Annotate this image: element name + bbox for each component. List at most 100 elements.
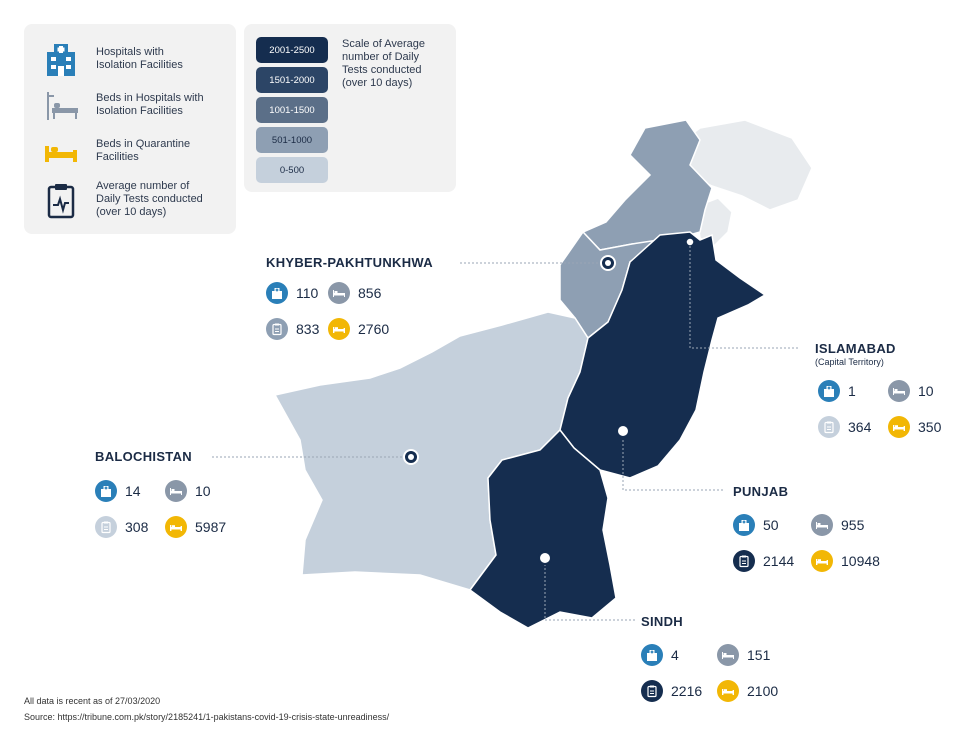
- scale-chip: 1001-1500: [256, 97, 328, 123]
- label-punjab: PUNJAB: [733, 484, 788, 499]
- kp-quarantine-beds-stat: 2760: [328, 318, 389, 340]
- label-islamabad: ISLAMABAD (Capital Territory): [815, 341, 896, 367]
- scale-legend: 2001-2500 1501-2000 1001-1500 501-1000 0…: [244, 24, 456, 192]
- region-name: PUNJAB: [733, 484, 789, 499]
- clipboard-icon: [47, 183, 75, 218]
- kp-hospital-beds-stat: 856: [328, 282, 381, 304]
- stat-value: 1: [848, 383, 856, 399]
- legend-text: Average number of Daily Tests conducted …: [96, 180, 203, 218]
- punjab-leader-line: [622, 436, 725, 491]
- scale-title: Scale of Average number of Daily Tests c…: [342, 38, 425, 89]
- footnote: All data is recent as of 27/03/2020: [24, 696, 161, 706]
- balochistan-quarantine-beds-stat: 5987: [165, 516, 226, 538]
- islamabad-daily-tests-stat: 364: [818, 416, 871, 438]
- stat-value: 10: [195, 483, 211, 499]
- region-name: KHYBER-PAKHTUNKHWA: [266, 255, 433, 270]
- hospital-icon: [266, 282, 288, 304]
- stat-value: 10948: [841, 553, 880, 569]
- islamabad-marker: [685, 237, 695, 247]
- region-kp-north: [581, 119, 713, 251]
- hospital-icon: [47, 44, 75, 76]
- stat-value: 2144: [763, 553, 795, 569]
- hospital-bed-icon: [328, 282, 350, 304]
- sindh-hospitals-stat: 4: [641, 644, 679, 666]
- kp-hospitals-stat: 110: [266, 282, 318, 304]
- stat-value: 364: [848, 419, 872, 435]
- region-name: ISLAMABAD: [815, 341, 896, 356]
- legend-text: Beds in Quarantine Facilities: [96, 138, 191, 163]
- legend-item-tests: Average number of Daily Tests conducted …: [42, 180, 232, 219]
- quarantine-bed-icon: [888, 416, 910, 438]
- sindh-quarantine-beds-stat: 2100: [717, 680, 778, 702]
- balochistan-hospital-beds-stat: 10: [165, 480, 211, 502]
- kp-marker: [600, 255, 616, 271]
- label-sindh: SINDH: [641, 614, 683, 629]
- stat-value: 955: [841, 517, 865, 533]
- punjab-quarantine-beds-stat: 10948: [811, 550, 880, 572]
- scale-chip: 0-500: [256, 157, 328, 183]
- punjab-hospital-beds-stat: 955: [811, 514, 864, 536]
- clipboard-icon: [266, 318, 288, 340]
- region-name: SINDH: [641, 614, 683, 629]
- stat-value: 2216: [671, 683, 703, 699]
- label-kp: KHYBER-PAKHTUNKHWA: [266, 255, 433, 270]
- punjab-hospitals-stat: 50: [733, 514, 779, 536]
- hospital-bed-icon: [811, 514, 833, 536]
- hospital-icon: [818, 380, 840, 402]
- clipboard-icon: [733, 550, 755, 572]
- balochistan-hospitals-stat: 14: [95, 480, 141, 502]
- punjab-marker: [616, 424, 630, 438]
- sindh-hospital-beds-stat: 151: [717, 644, 770, 666]
- stat-value: 14: [125, 483, 141, 499]
- islamabad-quarantine-beds-stat: 350: [888, 416, 941, 438]
- quarantine-bed-icon: [165, 516, 187, 538]
- label-balochistan: BALOCHISTAN: [95, 449, 192, 464]
- hospital-bed-icon: [165, 480, 187, 502]
- legend-item-hospital-beds: Beds in Hospitals with Isolation Facilit…: [42, 86, 232, 124]
- stat-value: 833: [296, 321, 320, 337]
- quarantine-bed-icon: [328, 318, 350, 340]
- icon-legend: Hospitals with Isolation Facilities Beds…: [24, 24, 236, 234]
- legend-text: Hospitals with Isolation Facilities: [96, 46, 183, 71]
- hospital-bed-icon: [888, 380, 910, 402]
- hospital-bed-icon: [717, 644, 739, 666]
- stat-value: 10: [918, 383, 934, 399]
- stat-value: 2100: [747, 683, 779, 699]
- stat-value: 2760: [358, 321, 390, 337]
- islamabad-leader-line: [689, 246, 800, 349]
- clipboard-icon: [95, 516, 117, 538]
- islamabad-hospitals-stat: 1: [818, 380, 856, 402]
- punjab-daily-tests-stat: 2144: [733, 550, 794, 572]
- kp-daily-tests-stat: 833: [266, 318, 319, 340]
- scale-chip: 501-1000: [256, 127, 328, 153]
- sindh-leader-line: [544, 564, 636, 621]
- stat-value: 110: [296, 285, 319, 301]
- balochistan-marker: [403, 449, 419, 465]
- stat-value: 350: [918, 419, 942, 435]
- region-subtitle: (Capital Territory): [815, 357, 884, 367]
- stat-value: 151: [747, 647, 771, 663]
- region-sindh: [468, 428, 617, 629]
- stat-value: 4: [671, 647, 679, 663]
- region-name: BALOCHISTAN: [95, 449, 192, 464]
- stat-value: 5987: [195, 519, 227, 535]
- stat-value: 50: [763, 517, 779, 533]
- source-note: Source: https://tribune.com.pk/story/218…: [24, 712, 390, 722]
- legend-text: Beds in Hospitals with Isolation Facilit…: [96, 92, 204, 117]
- legend-item-quarantine-beds: Beds in Quarantine Facilities: [42, 132, 232, 170]
- scale-chip: 2001-2500: [256, 37, 328, 63]
- quarantine-bed-icon: [45, 146, 77, 162]
- hospital-bed-icon: [47, 92, 78, 120]
- clipboard-icon: [818, 416, 840, 438]
- balochistan-daily-tests-stat: 308: [95, 516, 148, 538]
- legend-item-hospitals: Hospitals with Isolation Facilities: [42, 40, 232, 78]
- sindh-daily-tests-stat: 2216: [641, 680, 702, 702]
- hospital-icon: [641, 644, 663, 666]
- islamabad-hospital-beds-stat: 10: [888, 380, 934, 402]
- stat-value: 856: [358, 285, 382, 301]
- sindh-marker: [538, 551, 552, 565]
- quarantine-bed-icon: [811, 550, 833, 572]
- stat-value: 308: [125, 519, 149, 535]
- hospital-icon: [733, 514, 755, 536]
